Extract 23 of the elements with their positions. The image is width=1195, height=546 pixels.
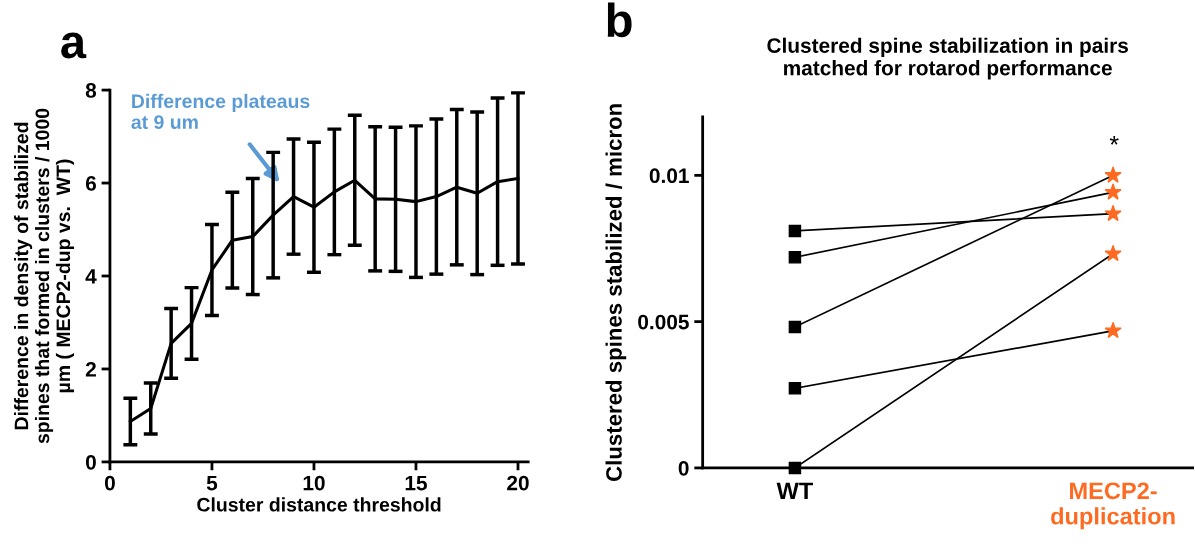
y-tick-label: 2 (85, 361, 96, 377)
x-axis-title: Cluster distance threshold (197, 497, 441, 512)
y-tick-label: 0.01 (649, 168, 689, 184)
y-axis-title: Difference in density of stabilized spines that formed in clusters / 1000 µm ( MECP2-dup vs. WT) (14, 108, 75, 444)
y-tick-label: 0 (678, 460, 689, 476)
y-tick-label: 0.005 (638, 314, 689, 330)
x-tick-label: 10 (303, 475, 325, 491)
y-tick-label: 4 (85, 269, 97, 284)
annotation: Difference plateaus at 9 um (131, 93, 310, 130)
x-tick-label: MECP2- duplication (1051, 482, 1175, 530)
y-tick-label: 8 (85, 83, 97, 98)
text: a (61, 32, 87, 59)
x-tick-label: 20 (507, 475, 529, 491)
x-tick-label: WT (776, 482, 814, 499)
x-tick-label: 0 (104, 475, 115, 491)
chart-title: Clustered spine stabilization in pairs matched for rotarod performance (767, 37, 1128, 80)
x-tick-label: 15 (405, 475, 427, 491)
y-axis-title: Clustered spines stabilized / micron (605, 104, 627, 482)
y-tick-label: 6 (85, 176, 96, 191)
text: b (607, 2, 632, 38)
y-tick-label: 0 (85, 454, 96, 470)
annotation: * (1109, 135, 1119, 145)
x-tick-label: 5 (206, 475, 218, 491)
